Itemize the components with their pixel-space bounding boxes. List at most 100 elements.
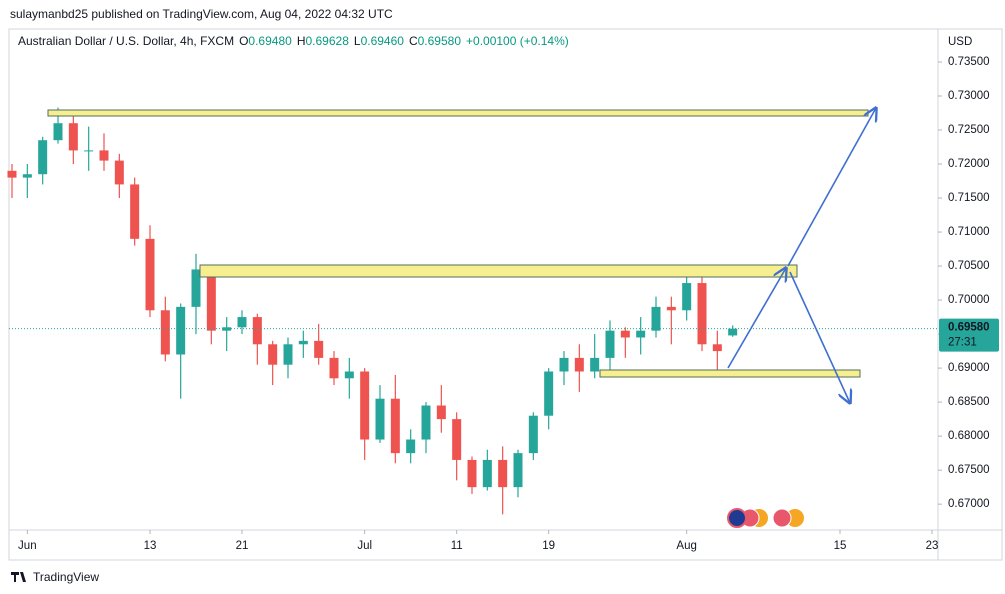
candle-body <box>298 340 308 345</box>
x-tick-label: 23 <box>926 540 939 552</box>
candle-body <box>329 357 339 379</box>
candle-body <box>206 269 216 331</box>
candle-body <box>252 317 262 345</box>
candle-body <box>406 439 416 454</box>
candle-body <box>360 371 370 440</box>
candle-body <box>712 344 722 352</box>
arrow-down <box>789 271 850 403</box>
candle-body <box>344 371 354 379</box>
candle-body <box>574 357 584 372</box>
x-tick-label: Jul <box>357 540 372 552</box>
event-icon <box>786 509 804 527</box>
arrow-up-2 <box>787 108 876 267</box>
candle-body <box>513 453 523 488</box>
candles <box>7 107 738 515</box>
footer-brand: TradingView <box>33 570 99 584</box>
candle-body <box>651 306 661 331</box>
symbol: Australian Dollar / U.S. Dollar, 4h, FXC… <box>18 34 234 48</box>
y-tick-label: 0.67500 <box>948 464 990 476</box>
x-tick-label: 19 <box>542 540 555 552</box>
y-tick-label: 0.68500 <box>948 396 990 408</box>
logo-mark <box>11 572 26 582</box>
y-tick-label: 0.72000 <box>948 158 990 170</box>
candle-body <box>697 283 707 345</box>
candle-body <box>314 340 324 358</box>
y-tick-label: 0.73000 <box>948 90 990 102</box>
symbol-legend: Australian Dollar / U.S. Dollar, 4h, FXC… <box>18 34 569 48</box>
y-tick-label: 0.68000 <box>948 430 990 442</box>
currency: USD <box>948 36 972 48</box>
c-label: C <box>409 34 418 48</box>
candle-body <box>237 317 247 328</box>
candle-body <box>636 330 646 338</box>
candle-body <box>682 283 692 311</box>
x-tick-label: 15 <box>834 540 847 552</box>
x-tick-label: Aug <box>676 540 696 552</box>
event-icons <box>727 508 804 528</box>
arrow-up-1 <box>727 268 786 369</box>
zone-top <box>47 109 869 117</box>
x-tick-label: 21 <box>236 540 249 552</box>
candle-body <box>145 238 155 311</box>
candle-body <box>22 174 32 178</box>
candle-body <box>590 357 600 372</box>
candle-body <box>191 269 201 307</box>
candle-body <box>53 123 63 141</box>
y-tick-label: 0.71000 <box>948 226 990 238</box>
candle-body <box>283 344 293 365</box>
x-tick-label: 13 <box>144 540 157 552</box>
candle-body <box>114 160 124 185</box>
last-price-box <box>939 318 999 352</box>
candle-body <box>498 459 508 488</box>
published-line: sulaymanbd25 published on TradingView.co… <box>10 7 393 21</box>
candle-body <box>268 344 278 365</box>
candle-body <box>390 398 400 454</box>
annotations <box>47 108 876 403</box>
candle-body <box>38 140 48 175</box>
event-icon <box>727 508 747 528</box>
candle-body <box>666 306 676 311</box>
candle-body <box>482 459 492 488</box>
candle-body <box>160 310 170 355</box>
frame <box>8 28 1003 561</box>
candle-body <box>467 459 477 488</box>
zone-bottom <box>599 369 861 378</box>
candle-body <box>728 328 738 336</box>
candle-body <box>528 415 538 454</box>
candle-body <box>84 150 94 152</box>
x-tick-label: 11 <box>451 540 463 552</box>
event-icon <box>772 508 792 528</box>
y-tick-label: 0.73500 <box>948 56 990 68</box>
footer-logo: TradingView <box>11 570 99 584</box>
candle-body <box>559 357 569 372</box>
low-value: 0.69460 <box>361 34 405 48</box>
y-tick-label: 0.67000 <box>948 498 990 510</box>
o-label: O <box>239 34 248 48</box>
candle-body <box>222 327 232 331</box>
candle-body <box>421 405 431 440</box>
high-value: 0.69628 <box>305 34 349 48</box>
candle-body <box>99 150 109 161</box>
candle-body <box>452 419 462 460</box>
y-tick-label: 0.70000 <box>948 294 990 306</box>
zone-middle <box>199 264 798 278</box>
open-value: 0.69480 <box>248 34 292 48</box>
countdown-label: 27:31 <box>948 337 977 349</box>
candle-body <box>7 170 17 178</box>
candle-body <box>375 398 385 440</box>
candle-body <box>176 306 186 355</box>
candle-body <box>605 330 615 358</box>
last-price-label: 0.69580 <box>948 322 990 334</box>
candle-body <box>544 371 554 416</box>
y-tick-label: 0.72500 <box>948 124 990 136</box>
y-tick-label: 0.70500 <box>948 260 990 272</box>
y-tick-label: 0.71500 <box>948 192 990 204</box>
x-tick-label: Jun <box>18 540 37 552</box>
candle-body <box>436 405 446 420</box>
h-label: H <box>297 34 306 48</box>
candle-body <box>620 330 630 338</box>
close-value: 0.69580 <box>418 34 462 48</box>
candle-body <box>68 123 78 151</box>
